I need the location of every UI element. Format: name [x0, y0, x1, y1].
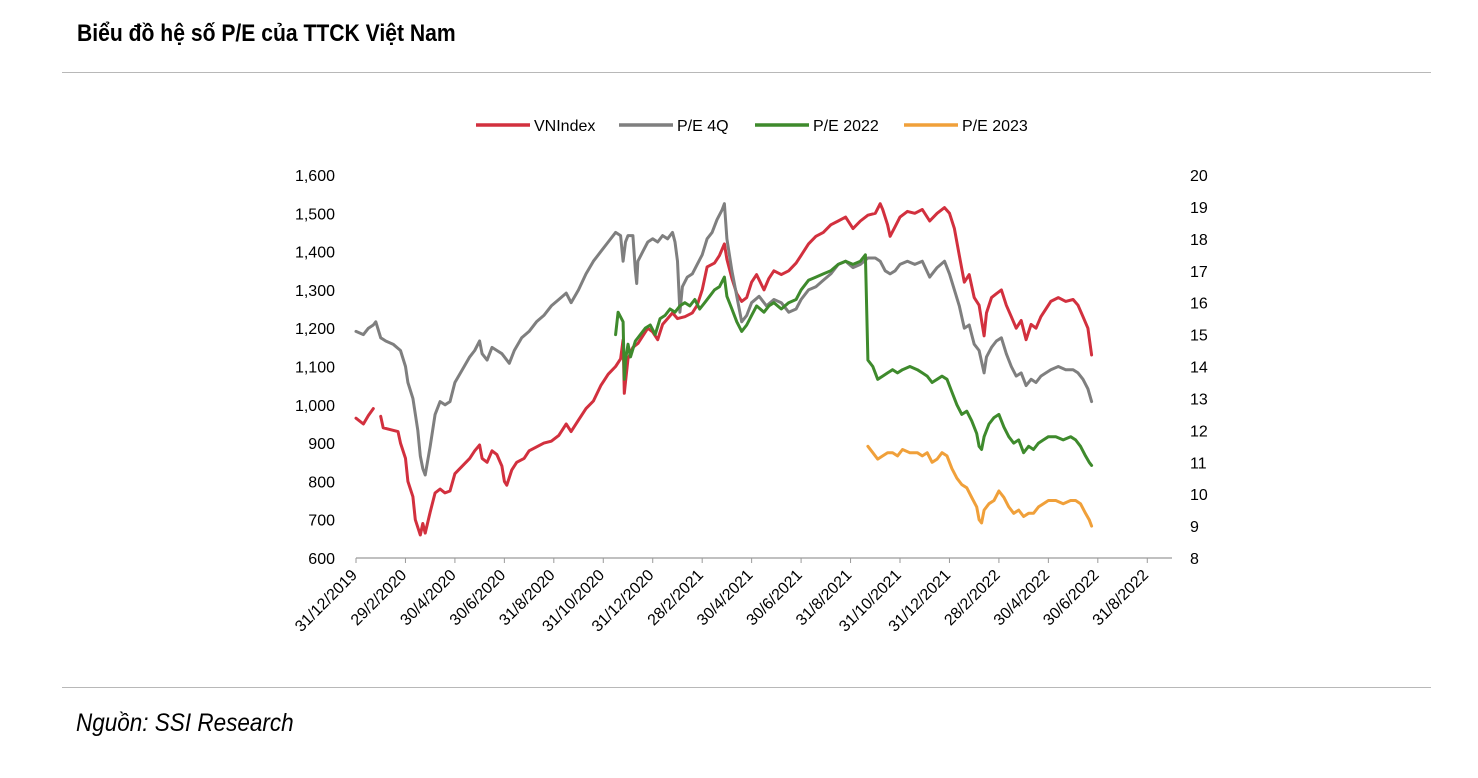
- x-tick-label: 31/12/2019: [292, 567, 361, 636]
- y-right-tick-label: 12: [1190, 423, 1208, 440]
- series-line-p-e-2022: [614, 253, 1094, 467]
- legend: VNIndex P/E 4Q P/E 2022 P/E 2023: [476, 118, 1028, 135]
- legend-label: P/E 4Q: [677, 118, 729, 135]
- y-left-tick-label: 900: [308, 436, 335, 453]
- legend-label: P/E 2022: [813, 118, 879, 135]
- y-right-tick-label: 20: [1190, 168, 1208, 185]
- series-line-p-e-4q: [354, 202, 1094, 477]
- series-line-vnindex: [354, 202, 1094, 537]
- y-right-tick-label: 15: [1190, 328, 1208, 345]
- series-line-p-e-2023: [866, 444, 1094, 528]
- legend-label: P/E 2023: [962, 118, 1028, 135]
- chart-title: Biểu đồ hệ số P/E của TTCK Việt Nam: [77, 20, 456, 47]
- y-right-tick-label: 14: [1190, 360, 1208, 377]
- y-left-tick-label: 1,400: [295, 245, 335, 262]
- y-right-tick-label: 9: [1190, 519, 1199, 536]
- y-left-tick-label: 1,200: [295, 321, 335, 338]
- series-group: [354, 202, 1094, 537]
- y-right-tick-label: 13: [1190, 391, 1208, 408]
- y-right-tick-label: 16: [1190, 296, 1208, 313]
- y-left-tick-label: 800: [308, 474, 335, 491]
- y-right-tick-label: 10: [1190, 487, 1208, 504]
- y-left-tick-label: 1,100: [295, 360, 335, 377]
- source-note: Nguồn: SSI Research: [76, 709, 294, 737]
- y-right-tick-label: 8: [1190, 551, 1199, 568]
- y-right-tick-label: 18: [1190, 232, 1208, 249]
- y-left-tick-label: 1,300: [295, 283, 335, 300]
- y-left-tick-label: 700: [308, 513, 335, 530]
- y-left-tick-label: 1,000: [295, 398, 335, 415]
- axes: 600 700 800 900 1,000 1,100 1,200 1,300 1,400 1,5…: [292, 168, 1208, 635]
- legend-label: VNIndex: [534, 118, 595, 135]
- bottom-divider: [62, 687, 1431, 688]
- y-right-tick-label: 11: [1190, 455, 1207, 472]
- y-left-tick-label: 600: [308, 551, 335, 568]
- y-right-tick-label: 19: [1190, 200, 1208, 217]
- y-left-tick-label: 1,600: [295, 168, 335, 185]
- top-divider: [62, 72, 1431, 73]
- y-left-tick-label: 1,500: [295, 206, 335, 223]
- y-right-tick-label: 17: [1190, 264, 1208, 281]
